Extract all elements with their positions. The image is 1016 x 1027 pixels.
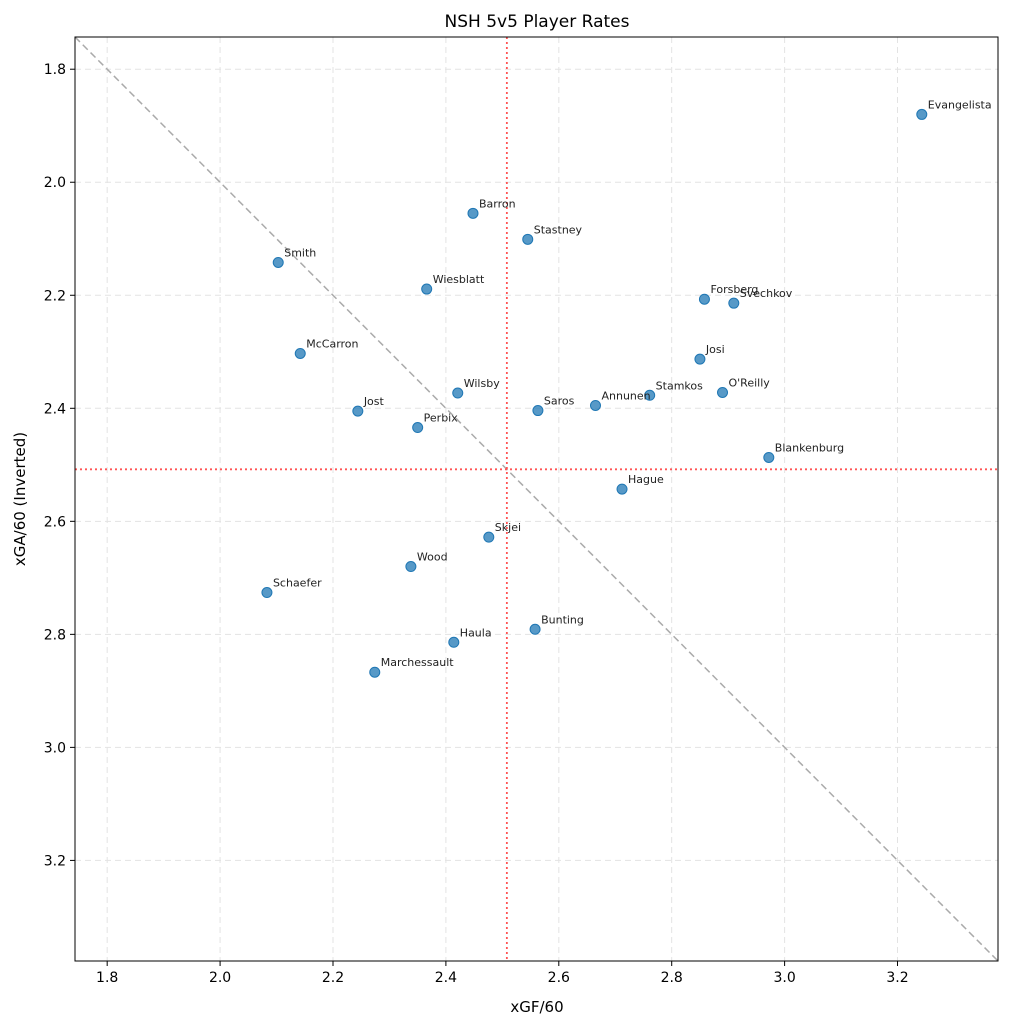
y-tick-label: 3.0: [44, 740, 66, 756]
chart-title: NSH 5v5 Player Rates: [445, 12, 630, 32]
point-label: Schaefer: [273, 577, 322, 590]
data-point: [272, 256, 284, 268]
data-point: [294, 347, 306, 359]
y-axis-label: xGA/60 (Inverted): [11, 432, 29, 566]
diagonal-line: [74, 36, 999, 962]
point-label: Skjei: [495, 521, 521, 534]
data-point: [916, 108, 928, 120]
data-point: [763, 451, 775, 463]
x-tick-label: 3.0: [773, 970, 795, 986]
data-point: [589, 399, 601, 411]
point-label: Barron: [479, 197, 516, 210]
point-label: Marchessault: [381, 656, 455, 669]
y-tick-label: 2.2: [44, 288, 66, 304]
data-point: [616, 483, 628, 495]
point-label: Wood: [417, 551, 448, 564]
data-point: [421, 283, 433, 295]
point-label: Haula: [460, 626, 492, 639]
data-point: [717, 386, 729, 398]
data-point: [405, 561, 417, 573]
data-point: [529, 623, 541, 635]
data-point: [369, 666, 381, 678]
data-point: [532, 405, 544, 417]
point-label: Jost: [363, 395, 385, 408]
data-point: [644, 389, 656, 401]
x-tick-label: 2.2: [322, 970, 344, 986]
point-label: Bunting: [541, 613, 584, 626]
y-tick-label: 2.0: [44, 175, 66, 191]
point-label: Forsberg: [710, 283, 758, 296]
x-tick-label: 2.8: [661, 970, 683, 986]
x-axis-label: xGF/60: [510, 998, 563, 1016]
x-tick-label: 3.2: [886, 970, 908, 986]
point-label: Perbix: [424, 412, 459, 425]
data-point: [412, 422, 424, 434]
data-point: [694, 353, 706, 365]
data-point: [352, 405, 364, 417]
x-tick-label: 1.8: [96, 970, 118, 986]
point-label: Smith: [284, 246, 316, 259]
point-label: McCarron: [306, 337, 358, 350]
y-tick-label: 2.8: [44, 627, 66, 643]
y-tick-label: 2.4: [44, 401, 66, 417]
data-point: [261, 587, 273, 599]
point-label: Wilsby: [464, 377, 500, 390]
data-point: [728, 297, 740, 309]
y-tick-label: 2.6: [44, 514, 66, 530]
point-label: Evangelista: [928, 98, 992, 111]
point-label: O'Reilly: [729, 376, 771, 389]
point-label: Josi: [705, 343, 725, 356]
point-label: Stamkos: [656, 379, 703, 392]
data-point: [448, 636, 460, 648]
x-tick-label: 2.0: [209, 970, 231, 986]
x-tick-label: 2.6: [548, 970, 570, 986]
x-tick-label: 2.4: [435, 970, 457, 986]
plot-frame: [74, 36, 999, 962]
y-tick-label: 3.2: [44, 853, 66, 869]
data-point: [522, 233, 534, 245]
data-point: [452, 387, 464, 399]
point-label: Annunen: [601, 389, 650, 402]
point-label: Wiesblatt: [433, 273, 485, 286]
data-point: [483, 531, 495, 543]
data-point: [698, 293, 710, 305]
point-label: Stastney: [534, 223, 583, 236]
point-label: Saros: [544, 395, 575, 408]
point-label: Blankenburg: [775, 441, 844, 454]
point-label: Svechkov: [740, 287, 793, 300]
y-tick-label: 1.8: [44, 62, 66, 78]
point-label: Hague: [628, 473, 664, 486]
data-point: [467, 207, 479, 219]
